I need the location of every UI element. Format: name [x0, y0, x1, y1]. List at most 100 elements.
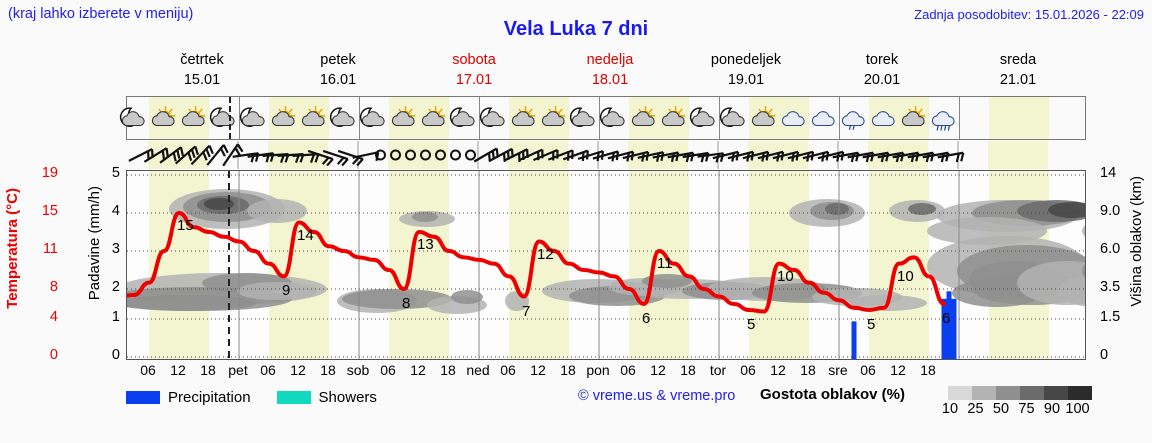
precipitation-legend-label: Precipitation — [168, 388, 251, 406]
copyright-label[interactable]: © vreme.us & vreme.pro — [578, 388, 736, 404]
time-tick-label: sob — [346, 362, 370, 378]
sun-cloud-icon — [389, 97, 419, 139]
precipitation-tick: 3 — [111, 241, 120, 257]
temperature-value-label: 6 — [642, 310, 651, 327]
precipitation-tick: 5 — [111, 165, 120, 181]
moon-cloud-icon — [239, 97, 269, 139]
precipitation-tick: 1 — [111, 309, 120, 325]
temperature-value-label: 5 — [867, 316, 876, 333]
temperature-value-label: 6 — [942, 310, 951, 327]
temperature-value-label: 10 — [777, 267, 794, 285]
temperature-value-label: 5 — [747, 316, 756, 333]
day-separator — [959, 97, 960, 139]
time-tick-label: 06 — [620, 362, 636, 378]
cloud-density-tick: 90 — [1043, 401, 1061, 417]
cloud-density-tick: 50 — [992, 401, 1010, 417]
sun-cloud-icon — [899, 97, 929, 139]
time-axis-labels: 06 12 18 pet 06 12 18 sob 06 12 18 ned 06 12 18 pon 06 12… — [126, 362, 1086, 380]
time-tick-label: ned — [466, 362, 490, 378]
sun-cloud-icon — [269, 97, 299, 139]
location-menu-hint[interactable]: (kraj lahko izberete v meniju) — [8, 6, 194, 22]
day-date: 17.01 — [455, 72, 493, 88]
day-date: 21.01 — [999, 72, 1037, 88]
time-tick-label: 12 — [410, 362, 426, 378]
time-tick-label: sre — [828, 362, 848, 378]
time-tick-label: 12 — [890, 362, 906, 378]
day-name: petek — [320, 52, 356, 68]
page-title: Vela Luka 7 dni — [503, 18, 649, 40]
moon-cloud-icon — [719, 97, 749, 139]
temperature-tick: 15 — [41, 203, 58, 219]
cloud-height-tick: 3.5 — [1100, 279, 1121, 295]
sun-cloud-icon — [179, 97, 209, 139]
cloud-density-tick: 10 — [941, 401, 959, 417]
precipitation-legend: Precipitation Showers — [126, 386, 377, 408]
cloud-icon — [869, 97, 899, 139]
cloud-density-colorbar-ticks: 10 25 50 75 90 100 — [938, 401, 1102, 419]
day-name: nedelja — [586, 52, 634, 68]
temperature-tick: 4 — [49, 309, 58, 325]
time-tick-label: 18 — [200, 362, 216, 378]
time-tick-label: 12 — [530, 362, 546, 378]
day-header-3: sobota 17.01 — [406, 50, 542, 94]
cloud-height-axis-title: Višina oblakov (km) — [1128, 176, 1145, 307]
cloud-density-step — [972, 386, 996, 400]
day-separator — [239, 97, 240, 139]
day-separator — [839, 97, 840, 139]
current-time-marker — [229, 97, 231, 139]
sun-cloud-icon — [299, 97, 329, 139]
time-tick-label: 18 — [440, 362, 456, 378]
day-separator — [359, 97, 360, 139]
meteogram-canvas — [127, 171, 1085, 359]
precipitation-bar — [951, 298, 957, 359]
temperature-line — [127, 211, 946, 314]
temperature-axis-title: Temperatura (°C) — [4, 188, 21, 309]
sun-cloud-icon — [749, 97, 779, 139]
cloud-density-step — [1044, 386, 1068, 400]
moon-cloud-icon — [359, 97, 389, 139]
cloud-icon — [809, 97, 839, 139]
time-tick-label: 06 — [260, 362, 276, 378]
cloud-density-tick: 25 — [967, 401, 984, 417]
moon-cloud-icon — [449, 97, 479, 139]
showers-swatch — [276, 390, 311, 404]
precipitation-tick: 2 — [111, 279, 120, 295]
day-header-5: ponedeljek 19.01 — [678, 50, 814, 94]
temperature-tick: 19 — [41, 165, 58, 181]
weather-icon-strip — [119, 96, 1086, 140]
moon-cloud-icon — [479, 97, 509, 139]
precipitation-tick: 0 — [111, 347, 120, 363]
cloud-height-tick: 6.0 — [1100, 241, 1121, 257]
day-name: sobota — [452, 52, 496, 68]
showers-legend-label: Showers — [318, 388, 377, 406]
cloud-rain-icon — [929, 97, 959, 139]
sun-cloud-icon — [509, 97, 539, 139]
temperature-value-label: 15 — [177, 217, 194, 234]
time-tick-label: 06 — [740, 362, 756, 378]
time-tick-label: 12 — [650, 362, 666, 378]
cloud-density-step — [1020, 386, 1044, 400]
precipitation-axis-title: Padavine (mm/h) — [86, 186, 103, 301]
moon-cloud-icon — [209, 97, 239, 139]
temperature-value-label: 9 — [282, 282, 291, 300]
temperature-value-label: 13 — [417, 236, 434, 253]
cloud-drizzle-icon — [839, 97, 869, 139]
cloud-density-legend-title: Gostota oblakov (%) — [760, 386, 906, 403]
temperature-tick: 0 — [49, 347, 58, 363]
day-separator — [719, 97, 720, 139]
cloud-density-tick: 75 — [1018, 401, 1035, 417]
day-header-1: četrtek 15.01 — [134, 50, 270, 94]
moon-cloud-icon — [119, 97, 149, 139]
sun-cloud-icon — [659, 97, 689, 139]
time-tick-label: pon — [586, 362, 610, 378]
cloud-height-tick: 14 — [1100, 165, 1117, 181]
day-name: torek — [865, 52, 899, 68]
temperature-value-label: 10 — [897, 267, 914, 285]
day-name: sreda — [999, 52, 1037, 68]
temperature-value-label: 8 — [402, 295, 411, 312]
time-tick-label: 18 — [560, 362, 576, 378]
wind-barbs — [128, 141, 1048, 169]
cloud-density-step — [1068, 386, 1092, 400]
sun-cloud-icon — [539, 97, 569, 139]
moon-cloud-icon — [329, 97, 359, 139]
